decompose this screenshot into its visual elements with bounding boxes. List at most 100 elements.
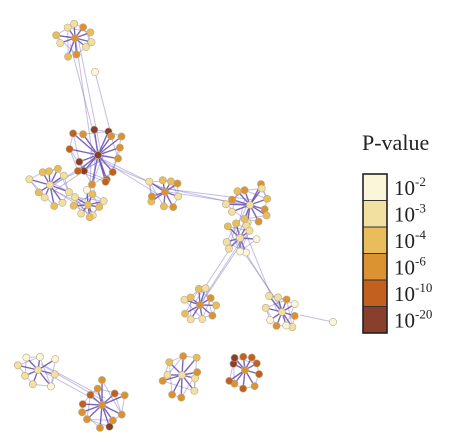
edge — [52, 157, 104, 193]
node — [177, 393, 186, 402]
edge — [43, 365, 106, 399]
node — [79, 130, 87, 139]
edge — [235, 199, 246, 237]
node — [196, 301, 204, 309]
node — [224, 244, 233, 253]
legend-base: 10 — [394, 229, 415, 253]
legend-label: 10-4 — [394, 227, 426, 253]
edge — [101, 379, 123, 415]
node — [159, 202, 168, 211]
node — [65, 145, 74, 153]
node — [257, 184, 266, 193]
node — [101, 177, 110, 186]
node — [64, 52, 72, 61]
legend-exponent: -10 — [415, 280, 432, 295]
node — [71, 193, 79, 202]
node — [38, 168, 47, 177]
edge — [101, 394, 125, 406]
node — [85, 213, 94, 222]
node — [194, 284, 203, 293]
node — [193, 368, 202, 377]
node — [77, 209, 85, 218]
legend-swatch — [362, 200, 388, 228]
legend-exponent: -6 — [415, 254, 426, 269]
edge — [184, 288, 200, 314]
node — [86, 390, 95, 399]
node — [263, 194, 271, 203]
node — [230, 353, 239, 362]
node — [245, 226, 254, 235]
legend-swatch — [362, 226, 388, 254]
edge — [74, 196, 91, 218]
node — [83, 415, 91, 424]
node — [117, 410, 126, 419]
edge — [74, 31, 94, 157]
node — [51, 355, 60, 364]
legend-base: 10 — [394, 309, 415, 333]
node — [117, 132, 126, 141]
node — [282, 321, 291, 330]
node — [169, 203, 178, 211]
node — [82, 43, 90, 51]
node — [198, 315, 207, 323]
node — [246, 201, 254, 209]
node — [34, 366, 42, 374]
node — [252, 359, 261, 368]
edge — [160, 186, 255, 208]
edge — [162, 380, 195, 392]
legend-swatch — [362, 279, 388, 307]
node — [108, 168, 117, 176]
node — [45, 167, 53, 176]
edge — [204, 288, 213, 316]
legend-label: 10-20 — [394, 307, 432, 333]
legend-base: 10 — [394, 282, 415, 306]
network — [13, 19, 337, 432]
nodes — [13, 19, 337, 432]
node — [46, 181, 54, 189]
node — [206, 294, 215, 302]
edge — [227, 226, 241, 252]
node — [34, 188, 43, 197]
node — [165, 358, 174, 366]
node — [21, 371, 29, 380]
edge — [112, 136, 122, 173]
edge — [86, 418, 113, 421]
node — [163, 370, 172, 379]
node — [179, 352, 188, 360]
node — [94, 151, 102, 159]
node — [186, 293, 195, 302]
node — [278, 308, 286, 316]
node — [240, 186, 249, 195]
node — [228, 195, 236, 204]
node — [221, 200, 230, 209]
node — [105, 422, 114, 431]
node — [69, 201, 78, 210]
node — [40, 193, 49, 202]
edge — [76, 33, 103, 159]
node — [98, 401, 106, 409]
legend-exponent: -4 — [415, 227, 426, 242]
node — [223, 222, 232, 231]
edge — [98, 157, 160, 196]
edge — [40, 363, 106, 403]
node — [190, 386, 199, 395]
edge — [86, 394, 91, 420]
node — [47, 382, 55, 391]
node — [158, 176, 167, 185]
edge — [46, 186, 92, 210]
edge — [157, 187, 252, 201]
node — [329, 318, 337, 326]
node — [90, 125, 99, 134]
edge — [74, 196, 104, 202]
legend-swatch — [362, 253, 388, 281]
legend-base: 10 — [394, 256, 415, 280]
node — [75, 157, 84, 166]
node — [174, 192, 183, 201]
legend-label: 10-10 — [394, 280, 432, 306]
node — [168, 390, 176, 399]
edge — [83, 170, 107, 180]
node — [107, 132, 116, 141]
edge — [232, 206, 248, 235]
edge — [193, 242, 235, 305]
